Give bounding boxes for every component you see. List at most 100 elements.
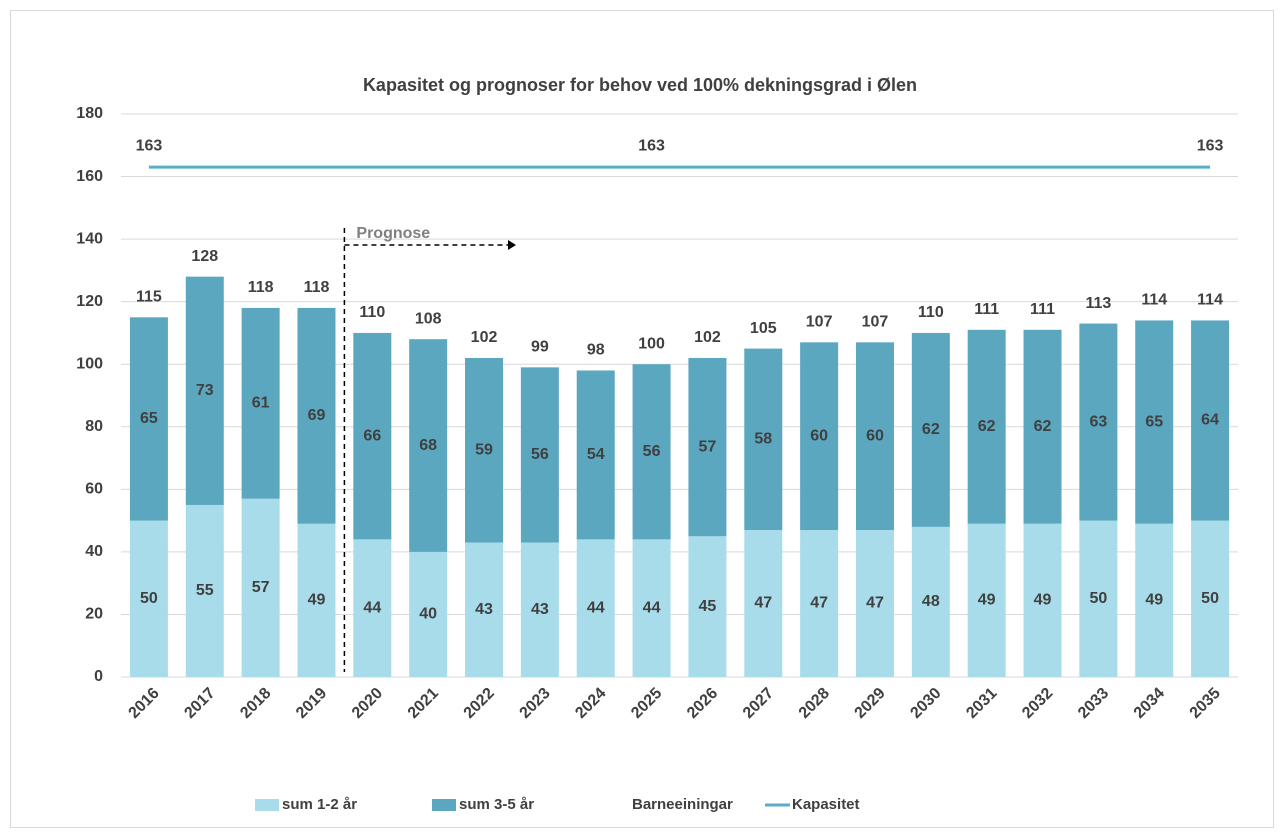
segment-label: 50 (1089, 590, 1107, 607)
segment-label: 47 (866, 595, 884, 612)
y-tick-label: 160 (76, 168, 103, 185)
segment-label: 54 (587, 446, 605, 463)
bar-segment (632, 364, 671, 540)
annotation: Prognose (356, 225, 430, 242)
bar-segment (744, 348, 783, 530)
bar-segment (520, 542, 559, 677)
bar-segment (353, 539, 392, 677)
total-label: 105 (750, 320, 777, 337)
segment-label: 62 (1034, 418, 1052, 435)
y-tick-label: 0 (94, 668, 103, 685)
bar-segment (1023, 523, 1062, 677)
segment-label: 48 (922, 593, 940, 610)
total-label: 99 (531, 339, 549, 356)
line-label: 163 (136, 137, 163, 154)
segment-label: 45 (699, 598, 717, 615)
total-label: 111 (974, 301, 999, 318)
segment-label: 61 (252, 395, 270, 412)
legend-label: Barneeiningar (632, 796, 733, 813)
segment-label: 56 (531, 446, 549, 463)
legend-label: Kapasitet (792, 796, 860, 813)
bar-segment (911, 526, 950, 677)
segment-label: 65 (140, 410, 158, 427)
segment-label: 49 (308, 592, 326, 609)
segment-label: 62 (978, 418, 996, 435)
bar-segment (688, 536, 727, 677)
segment-label: 44 (587, 599, 605, 616)
y-tick-label: 180 (76, 105, 103, 122)
segment-label: 59 (475, 441, 493, 458)
y-tick-label: 100 (76, 355, 103, 372)
segment-label: 50 (140, 590, 158, 607)
bar-segment (1135, 523, 1174, 677)
total-label: 100 (638, 335, 665, 352)
bar-segment (911, 332, 950, 527)
prognose-arrowhead (508, 240, 516, 250)
segment-label: 65 (1145, 413, 1163, 430)
bar-segment (1135, 320, 1174, 524)
total-label: 114 (1197, 292, 1223, 309)
total-label: 107 (862, 314, 889, 331)
total-label: 110 (918, 304, 944, 321)
y-tick-label: 120 (76, 293, 103, 310)
segment-label: 55 (196, 582, 214, 599)
segment-label: 62 (922, 421, 940, 438)
bar-segment (800, 342, 839, 530)
y-tick-label: 20 (85, 606, 103, 623)
total-label: 110 (359, 304, 385, 321)
segment-label: 56 (643, 443, 661, 460)
bar-segment (409, 339, 448, 552)
bar-segment (1191, 520, 1230, 677)
legend-swatch (432, 799, 456, 811)
bar-segment (465, 542, 504, 677)
bar-segment (185, 504, 224, 677)
total-label: 118 (304, 279, 330, 296)
segment-label: 60 (810, 427, 828, 444)
bar-segment (1079, 520, 1118, 677)
line-label: 163 (1197, 137, 1224, 154)
y-tick-label: 80 (85, 418, 103, 435)
total-label: 115 (136, 289, 162, 306)
bar-segment (241, 307, 280, 499)
line-label: 163 (638, 137, 665, 154)
bar-segment (688, 357, 727, 537)
bar-segment (241, 498, 280, 677)
segment-label: 43 (475, 601, 493, 618)
total-label: 114 (1141, 292, 1167, 309)
chart-title: Kapasitet og prognoser for behov ved 100… (363, 75, 917, 95)
segment-label: 64 (1201, 412, 1219, 429)
segment-label: 47 (754, 595, 772, 612)
bar-segment (297, 307, 336, 524)
segment-label: 57 (699, 438, 717, 455)
segment-label: 57 (252, 579, 270, 596)
bar-segment (967, 523, 1006, 677)
segment-label: 60 (866, 427, 884, 444)
total-label: 118 (248, 279, 274, 296)
bar-segment (855, 529, 894, 677)
y-tick-label: 40 (85, 543, 103, 560)
bar-segment (1191, 320, 1230, 521)
bar-segment (576, 370, 615, 540)
segment-label: 43 (531, 601, 549, 618)
total-label: 107 (806, 314, 833, 331)
bar-segment (1079, 323, 1118, 521)
segment-label: 44 (643, 599, 661, 616)
total-label: 113 (1085, 295, 1111, 312)
legend-label: sum 1-2 år (282, 796, 357, 813)
bar-segment (967, 329, 1006, 524)
segment-label: 69 (308, 407, 326, 424)
bar-segment (129, 520, 168, 677)
legend-label: sum 3-5 år (459, 796, 534, 813)
bar-segment (632, 539, 671, 677)
segment-label: 47 (810, 595, 828, 612)
bar-segment (465, 357, 504, 543)
bar-segment (744, 529, 783, 677)
segment-label: 49 (978, 592, 996, 609)
segment-label: 73 (196, 382, 214, 399)
total-label: 102 (471, 329, 498, 346)
segment-label: 49 (1145, 592, 1163, 609)
y-tick-label: 60 (85, 481, 103, 498)
segment-label: 66 (363, 427, 381, 444)
segment-label: 44 (363, 599, 381, 616)
